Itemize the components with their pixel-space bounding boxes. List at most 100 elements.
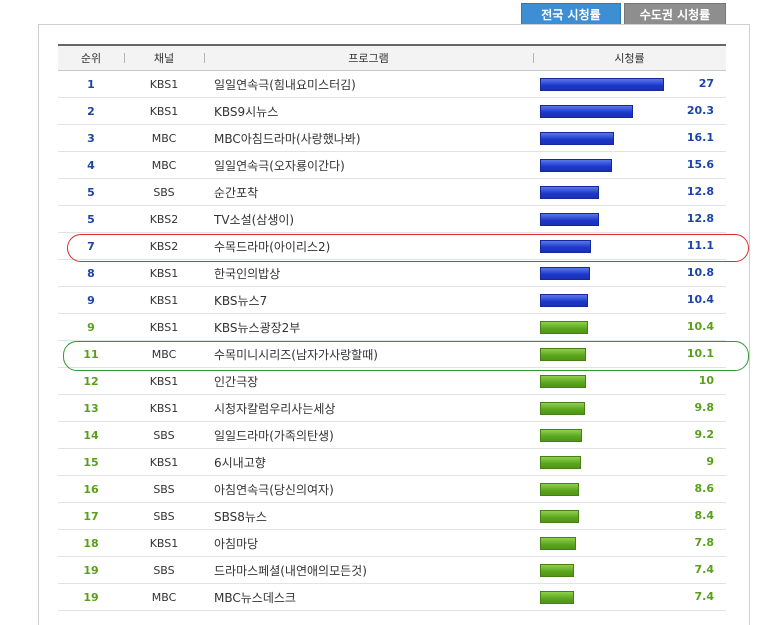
program-cell[interactable]: 일일연속극(오자룡이간다) xyxy=(204,151,533,179)
column-header-program-label: 프로그램 xyxy=(348,52,389,65)
table-row[interactable]: 4 MBC 일일연속극(오자룡이간다) 15.6 xyxy=(58,151,726,179)
program-cell[interactable]: 아침마당 xyxy=(204,529,533,557)
rating-value: 20.3 xyxy=(686,104,714,117)
program-cell[interactable]: 한국인의밥상 xyxy=(204,259,533,287)
table-row[interactable]: 18 KBS1 아침마당 7.8 xyxy=(58,529,726,557)
rating-cell: 10.1 xyxy=(533,340,726,368)
rating-value: 9.2 xyxy=(694,428,715,441)
program-cell[interactable]: KBS뉴스광장2부 xyxy=(204,313,533,341)
program-cell[interactable]: KBS뉴스7 xyxy=(204,286,533,314)
rating-value: 27 xyxy=(698,77,714,90)
rating-value: 9 xyxy=(706,455,714,468)
rating-cell: 8.6 xyxy=(533,475,726,503)
rank-cell: 11 xyxy=(58,340,124,368)
column-header-channel-label: 채널 xyxy=(153,52,175,65)
table-row[interactable]: 19 MBC MBC뉴스데스크 7.4 xyxy=(58,583,726,611)
rank-cell: 13 xyxy=(58,394,124,422)
rating-bar xyxy=(540,402,585,415)
program-cell[interactable]: 수목미니시리즈(남자가사랑할때) xyxy=(204,340,533,368)
table-row[interactable]: 16 SBS 아침연속극(당신의여자) 8.6 xyxy=(58,475,726,503)
table-row[interactable]: 11 MBC 수목미니시리즈(남자가사랑할때) 10.1 xyxy=(58,340,726,368)
rank-cell: 5 xyxy=(58,205,124,233)
column-header-rank: 순위 xyxy=(58,44,124,71)
rating-value: 7.8 xyxy=(694,536,715,549)
rating-bar xyxy=(540,483,579,496)
rating-bar xyxy=(540,321,588,334)
table-row[interactable]: 8 KBS1 한국인의밥상 10.8 xyxy=(58,259,726,287)
column-header-program: 프로그램 xyxy=(204,44,533,71)
rating-value: 12.8 xyxy=(686,212,714,225)
program-cell[interactable]: 일일드라마(가족의탄생) xyxy=(204,421,533,449)
table-row[interactable]: 15 KBS1 6시내고향 9 xyxy=(58,448,726,476)
channel-cell: MBC xyxy=(124,124,204,152)
program-cell[interactable]: 아침연속극(당신의여자) xyxy=(204,475,533,503)
rating-value: 7.4 xyxy=(694,590,715,603)
rating-cell: 10 xyxy=(533,367,726,395)
channel-cell: MBC xyxy=(124,151,204,179)
rank-cell: 19 xyxy=(58,583,124,611)
program-cell[interactable]: 수목드라마(아이리스2) xyxy=(204,232,533,260)
channel-cell: KBS1 xyxy=(124,367,204,395)
table-row[interactable]: 1 KBS1 일일연속극(힘내요미스터김) 27 xyxy=(58,70,726,98)
ratings-table: 순위 채널 프로그램 시청률 1 KBS1 일일연속극(힘내요미스터김) 27 2 KBS… xyxy=(58,44,726,611)
table-row[interactable]: 14 SBS 일일드라마(가족의탄생) 9.2 xyxy=(58,421,726,449)
table-row[interactable]: 7 KBS2 수목드라마(아이리스2) 11.1 xyxy=(58,232,726,260)
rank-cell: 17 xyxy=(58,502,124,530)
program-cell[interactable]: 드라마스페셜(내연애의모든것) xyxy=(204,556,533,584)
program-cell[interactable]: 일일연속극(힘내요미스터김) xyxy=(204,70,533,98)
tab-national-rating[interactable]: 전국 시청률 xyxy=(521,3,621,30)
rating-cell: 7.8 xyxy=(533,529,726,557)
channel-cell: KBS1 xyxy=(124,286,204,314)
rating-value: 10.4 xyxy=(686,293,714,306)
rank-cell: 1 xyxy=(58,70,124,98)
rating-cell: 12.8 xyxy=(533,205,726,233)
rating-bar xyxy=(540,294,588,307)
rating-bar xyxy=(540,456,581,469)
rank-cell: 9 xyxy=(58,286,124,314)
rank-cell: 7 xyxy=(58,232,124,260)
program-cell[interactable]: TV소설(삼생이) xyxy=(204,205,533,233)
table-row[interactable]: 17 SBS SBS8뉴스 8.4 xyxy=(58,502,726,530)
channel-cell: KBS1 xyxy=(124,448,204,476)
program-cell[interactable]: 6시내고향 xyxy=(204,448,533,476)
channel-cell: KBS1 xyxy=(124,259,204,287)
rating-cell: 12.8 xyxy=(533,178,726,206)
channel-cell: KBS1 xyxy=(124,70,204,98)
rating-cell: 9 xyxy=(533,448,726,476)
rating-value: 15.6 xyxy=(686,158,714,171)
table-row[interactable]: 9 KBS1 KBS뉴스7 10.4 xyxy=(58,286,726,314)
ratings-table-body: 1 KBS1 일일연속극(힘내요미스터김) 27 2 KBS1 KBS9시뉴스 20.3 3 MB… xyxy=(58,70,726,611)
program-cell[interactable]: MBC뉴스데스크 xyxy=(204,583,533,611)
program-cell[interactable]: SBS8뉴스 xyxy=(204,502,533,530)
program-cell[interactable]: 인간극장 xyxy=(204,367,533,395)
rating-value: 8.4 xyxy=(694,509,715,522)
column-header-rating-label: 시청률 xyxy=(614,52,645,65)
table-row[interactable]: 3 MBC MBC아침드라마(사랑했나봐) 16.1 xyxy=(58,124,726,152)
rating-value: 10 xyxy=(698,374,714,387)
program-cell[interactable]: KBS9시뉴스 xyxy=(204,97,533,125)
table-row[interactable]: 9 KBS1 KBS뉴스광장2부 10.4 xyxy=(58,313,726,341)
program-cell[interactable]: 순간포착 xyxy=(204,178,533,206)
rating-bar xyxy=(540,537,576,550)
table-row[interactable]: 5 KBS2 TV소설(삼생이) 12.8 xyxy=(58,205,726,233)
table-row[interactable]: 19 SBS 드라마스페셜(내연애의모든것) 7.4 xyxy=(58,556,726,584)
table-row[interactable]: 5 SBS 순간포착 12.8 xyxy=(58,178,726,206)
program-cell[interactable]: MBC아침드라마(사랑했나봐) xyxy=(204,124,533,152)
channel-cell: SBS xyxy=(124,475,204,503)
tab-capital-area-rating[interactable]: 수도권 시청률 xyxy=(624,3,726,25)
channel-cell: KBS1 xyxy=(124,394,204,422)
rating-value: 12.8 xyxy=(686,185,714,198)
program-cell[interactable]: 시청자칼럼우리사는세상 xyxy=(204,394,533,422)
table-row[interactable]: 12 KBS1 인간극장 10 xyxy=(58,367,726,395)
table-row[interactable]: 2 KBS1 KBS9시뉴스 20.3 xyxy=(58,97,726,125)
rank-cell: 12 xyxy=(58,367,124,395)
channel-cell: SBS xyxy=(124,502,204,530)
rating-value: 10.1 xyxy=(686,347,714,360)
rating-bar xyxy=(540,78,664,91)
channel-cell: SBS xyxy=(124,556,204,584)
rank-cell: 14 xyxy=(58,421,124,449)
channel-cell: KBS2 xyxy=(124,232,204,260)
rating-value: 11.1 xyxy=(686,239,714,252)
table-row[interactable]: 13 KBS1 시청자칼럼우리사는세상 9.8 xyxy=(58,394,726,422)
rating-bar xyxy=(540,564,574,577)
